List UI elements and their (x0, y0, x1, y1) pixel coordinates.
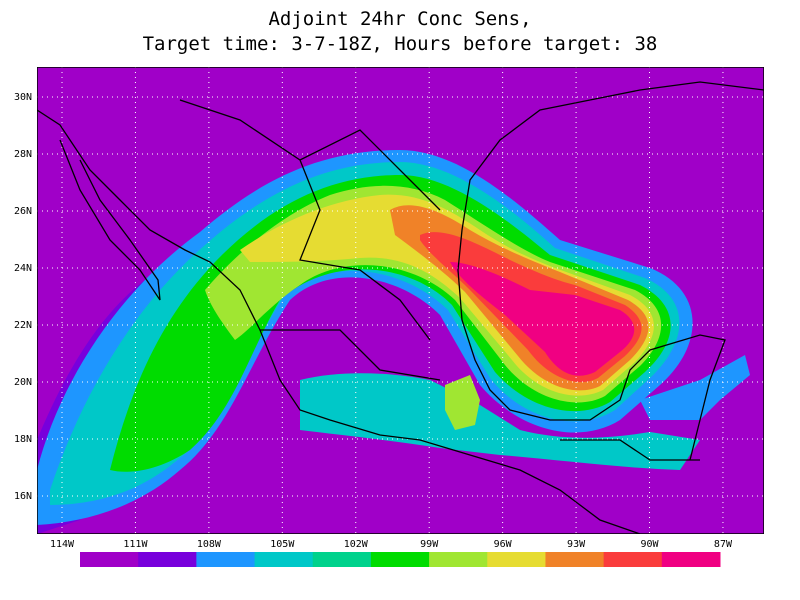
lon-tick-label: 111W (123, 539, 148, 550)
title-line-2: Target time: 3-7-18Z, Hours before targe… (143, 33, 658, 55)
map-field (37, 67, 764, 534)
tick-labels: 30N 28N 26N 24N 22N 20N 18N 16N 114W 111W 108W 105W… (14, 92, 733, 550)
coastline (457, 99, 726, 461)
lat-tick-label: 18N (14, 434, 32, 445)
lon-tick-label: 114W (50, 539, 75, 550)
grid (37, 67, 764, 534)
lat-tick-label: 24N (14, 263, 32, 274)
title-line-1: Adjoint 24hr Conc Sens, (268, 8, 531, 30)
colorbar-cell (312, 552, 372, 567)
colorbar-cell (661, 552, 721, 567)
lon-tick-label: 90W (640, 539, 659, 550)
lat-tick-label: 30N (14, 92, 32, 103)
lon-tick-label: 99W (420, 539, 439, 550)
colorbar (80, 552, 721, 567)
field-band (450, 262, 635, 376)
field-band (445, 375, 480, 430)
colorbar-cell (196, 552, 256, 567)
coastline (37, 109, 641, 534)
colorbar-cell (370, 552, 430, 567)
colorbar-cell (603, 552, 663, 567)
lon-tick-label: 87W (714, 539, 733, 550)
lat-tick-label: 16N (14, 491, 32, 502)
colorbar-cell (138, 552, 197, 567)
lat-tick-label: 22N (14, 320, 32, 331)
border (179, 99, 700, 461)
lon-tick-label: 102W (344, 539, 369, 550)
lat-tick-label: 28N (14, 149, 32, 160)
colorbar-cell (254, 552, 314, 567)
colorbar-cell (80, 552, 139, 567)
field-band (300, 373, 700, 470)
lon-tick-label: 96W (494, 539, 513, 550)
colorbar-cell (487, 552, 546, 567)
lon-tick-label: 105W (270, 539, 295, 550)
lat-tick-label: 26N (14, 206, 32, 217)
field-band (640, 355, 750, 420)
lat-tick-label: 20N (14, 377, 32, 388)
colorbar-cell (429, 552, 488, 567)
coastline (59, 139, 161, 301)
coastline (589, 81, 764, 101)
lon-tick-label: 108W (197, 539, 222, 550)
colorbar-cell (545, 552, 605, 567)
lon-tick-label: 93W (567, 539, 586, 550)
